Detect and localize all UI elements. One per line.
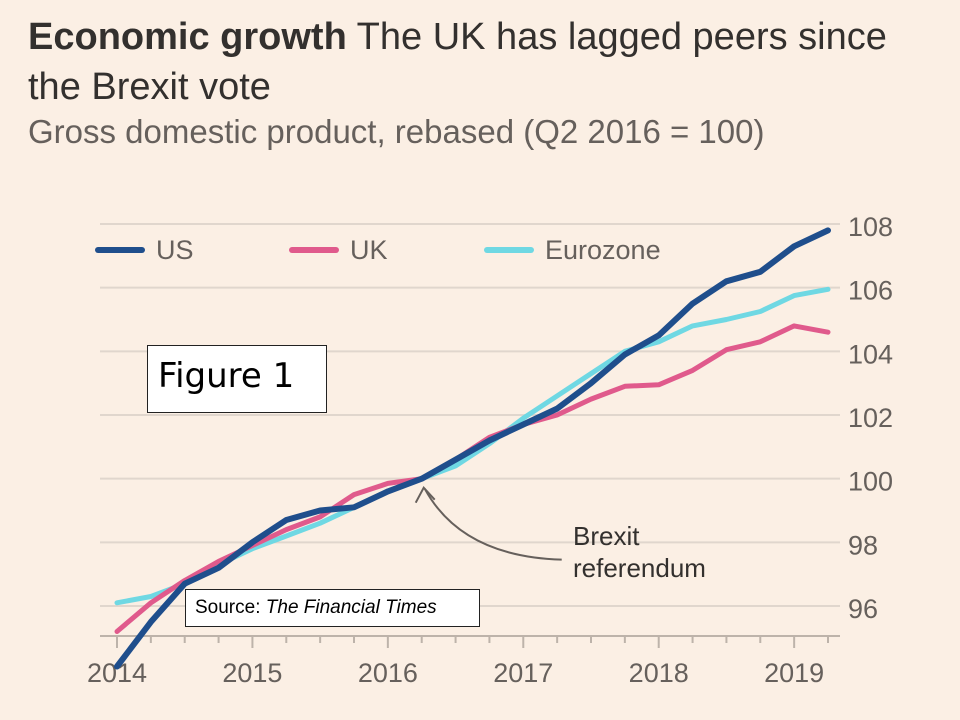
x-tick-label: 2015 [222,658,282,688]
chart-title: Economic growth The UK has lagged peers … [28,12,938,112]
y-tick-label: 104 [848,339,893,369]
series-line-us [114,227,831,670]
figure-label: Figure 1 [147,345,327,413]
x-tick-label: 2019 [764,658,824,688]
legend-label-eurozone: Eurozone [545,235,661,265]
annotation-label-line1: Brexit [573,521,640,551]
chart-title-rest: The UK has lagged peers since the Brexit… [28,16,887,108]
legend-label-uk: UK [350,235,388,265]
annotation-arrow [423,488,562,561]
chart-subtitle: Gross domestic product, rebased (Q2 2016… [28,113,765,150]
x-tick-label: 2018 [629,658,689,688]
source-note: Source: The Financial Times [185,589,480,627]
y-tick-label: 98 [848,530,878,560]
y-tick-label: 108 [848,212,893,242]
source-prefix: Source: [195,597,261,618]
y-tick-label: 106 [848,276,893,306]
annotation-label-line2: referendum [573,553,706,583]
chart-title-bold: Economic growth [28,16,347,58]
annotation-arrowhead [414,485,436,504]
y-tick-label: 96 [848,594,878,624]
y-tick-label: 100 [848,467,893,497]
y-tick-label: 102 [848,403,893,433]
source-name: The Financial Times [265,597,437,618]
x-tick-label: 2017 [493,658,553,688]
legend-label-us: US [156,235,194,265]
x-tick-label: 2016 [358,658,418,688]
